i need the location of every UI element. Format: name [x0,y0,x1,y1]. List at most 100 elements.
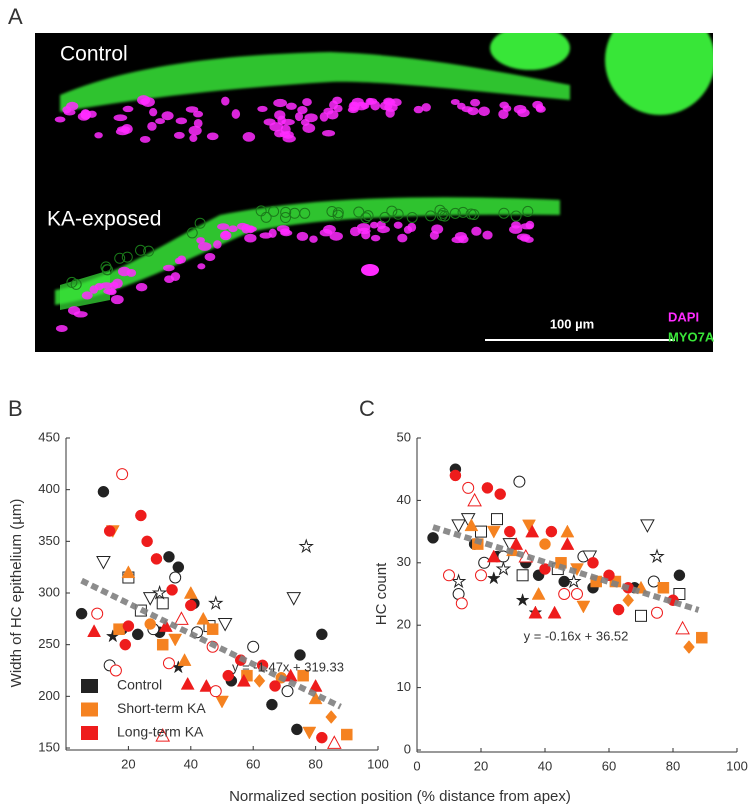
nucleus [149,107,158,117]
nucleus [137,95,151,106]
point [451,519,466,533]
point [316,628,328,641]
y-tick-label: 300 [38,584,60,599]
point [612,603,625,616]
point [516,569,529,582]
nucleus [461,106,473,113]
x-tick-label: 60 [246,756,260,771]
point [206,623,219,635]
point [302,726,317,740]
hair-cell [386,205,398,217]
nucleus [139,135,151,143]
point [547,605,562,619]
nucleus [397,233,408,243]
point [116,468,129,481]
point [571,588,583,600]
point [515,592,530,607]
point [495,560,512,576]
x-tick-label: 100 [726,758,748,773]
nucleus [103,288,116,295]
micrograph-content [54,33,713,333]
nucleus [162,264,175,272]
point [467,492,482,507]
point [647,575,660,588]
point [558,588,571,600]
nucleus [135,282,148,292]
x-tick-label: 40 [538,758,552,773]
nucleus [197,263,206,270]
nucleus [121,124,133,134]
nucleus [347,106,359,114]
point [166,584,178,596]
point [217,618,233,632]
point [132,628,144,641]
point [168,633,183,647]
nucleus [407,222,417,233]
nucleus [259,232,273,239]
trend-line [80,577,342,710]
point [183,585,198,599]
nucleus [309,235,318,243]
nucleus [281,118,295,126]
point [247,640,260,653]
nucleus [189,134,198,142]
hair-cell [194,217,206,229]
point [443,569,455,582]
nucleus [421,103,431,112]
x-tick-label: 80 [666,758,680,773]
nucleus [329,231,343,241]
nucleus [383,98,396,106]
nucleus [524,236,534,243]
point [481,482,494,494]
nucleus [319,229,333,237]
nucleus [193,118,203,128]
point [558,575,570,588]
x-tick-label: 20 [474,758,488,773]
point [151,584,168,600]
point [486,549,501,563]
point [475,569,487,582]
point [199,678,214,692]
panel-label: A [8,4,23,29]
y-tick-label: 250 [38,636,60,651]
nucleus [173,131,185,139]
point [144,618,156,630]
legend-swatch [81,726,98,740]
nucleus [304,113,318,123]
nucleus [175,117,188,125]
point [450,573,467,589]
point [316,731,328,744]
point [158,619,173,632]
channel-label: DAPI [668,309,699,324]
legend-swatch [81,679,98,693]
legend-label: Long-term KA [117,724,204,740]
y-tick-label: 40 [397,492,411,507]
hair-cell [510,210,522,222]
point [135,509,147,522]
nucleus [126,268,137,277]
nucleus [206,132,219,141]
nucleus [285,102,297,110]
point [208,595,224,610]
y-axis-label: HC count [373,562,390,625]
point [673,588,686,600]
nucleus [351,97,364,107]
nucleus [302,98,312,107]
point [464,518,479,532]
point [531,586,546,600]
hair-cell [436,210,448,222]
nucleus [535,105,546,113]
nucleus [370,234,381,242]
nucleus [302,123,316,133]
point [326,735,342,749]
point [651,606,663,619]
x-tick-label: 60 [602,758,616,773]
nucleus [413,105,424,114]
nucleus [54,116,66,123]
point [475,525,487,538]
point [156,597,169,610]
nucleus [370,221,379,229]
nucleus [297,106,308,115]
x-tick-label: 0 [413,758,420,773]
nucleus [174,257,184,265]
